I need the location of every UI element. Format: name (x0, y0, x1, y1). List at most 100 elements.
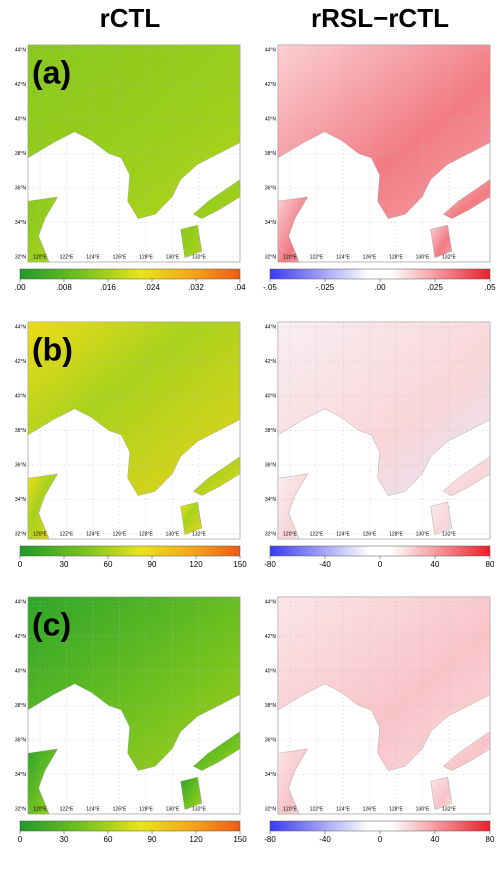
colorbar-label: .016 (100, 283, 116, 292)
lat-label: 42°N (265, 359, 277, 365)
land (193, 456, 241, 496)
land (193, 731, 241, 771)
lat-label: 38°N (15, 703, 27, 709)
colorbar-label: .00 (374, 283, 386, 292)
land (27, 748, 59, 815)
lat-label: 36°N (15, 462, 27, 468)
colorbar-label: .00 (14, 283, 26, 292)
lat-label: 32°N (15, 531, 27, 537)
land (277, 321, 491, 496)
lon-label: 132°E (442, 254, 456, 260)
land (193, 179, 241, 219)
lat-label: 44°N (265, 599, 277, 605)
colorbar-label: .008 (56, 283, 72, 292)
lon-label: 130°E (416, 254, 430, 260)
land (180, 501, 203, 535)
lat-label: 36°N (265, 185, 277, 191)
colorbar-label: 0 (378, 835, 383, 844)
land (443, 731, 491, 771)
lon-label: 122°E (60, 254, 74, 260)
lon-label: 126°E (113, 531, 127, 537)
colorbar-label: 30 (60, 560, 69, 569)
colorbar-label: 90 (148, 560, 157, 569)
land (277, 44, 491, 219)
colorbar-label: .025 (427, 283, 443, 292)
lat-label: 38°N (265, 703, 277, 709)
colorbar-label: 40 (431, 835, 440, 844)
colorbar-label: 60 (104, 560, 113, 569)
land (443, 456, 491, 496)
colorbar-label: -40 (319, 835, 331, 844)
lon-label: 132°E (192, 806, 206, 812)
lon-label: 130°E (416, 531, 430, 537)
colorbar (269, 545, 491, 557)
lon-label: 128°E (389, 806, 403, 812)
land (27, 596, 241, 771)
colorbar-label: -40 (319, 560, 331, 569)
lon-label: 126°E (363, 254, 377, 260)
lon-label: 132°E (192, 254, 206, 260)
lat-label: 42°N (15, 634, 27, 640)
lon-label: 124°E (86, 806, 100, 812)
lat-label: 34°N (15, 220, 27, 226)
lat-label: 36°N (15, 185, 27, 191)
lat-label: 34°N (265, 772, 277, 778)
colorbar-label: 40 (431, 560, 440, 569)
lat-label: 38°N (265, 428, 277, 434)
lat-label: 44°N (265, 324, 277, 330)
lon-label: 124°E (336, 254, 350, 260)
colorbar-label: 30 (60, 835, 69, 844)
land (27, 473, 59, 540)
land (180, 776, 203, 810)
colorbar-label: 80 (486, 835, 495, 844)
land (27, 196, 59, 263)
lat-label: 38°N (15, 151, 27, 157)
lon-label: 128°E (389, 531, 403, 537)
land (277, 748, 309, 815)
land (430, 501, 453, 535)
lon-label: 122°E (310, 806, 324, 812)
lon-label: 132°E (442, 531, 456, 537)
lat-label: 36°N (265, 737, 277, 743)
lat-label: 34°N (265, 220, 277, 226)
lon-label: 130°E (166, 254, 180, 260)
colorbar-label: 90 (148, 835, 157, 844)
land (277, 596, 491, 771)
lon-label: 122°E (310, 254, 324, 260)
lon-label: 128°E (389, 254, 403, 260)
colorbar-label: 0 (18, 835, 23, 844)
colorbar-label: .024 (144, 283, 160, 292)
lon-label: 128°E (139, 531, 153, 537)
colorbar-label: 0 (378, 560, 383, 569)
land (277, 473, 309, 540)
colorbar (19, 545, 241, 557)
lat-label: 32°N (15, 254, 27, 260)
lat-label: 32°N (265, 531, 277, 537)
colorbar (269, 268, 491, 280)
lat-label: 44°N (265, 47, 277, 53)
lon-label: 128°E (139, 254, 153, 260)
lon-label: 124°E (336, 531, 350, 537)
colorbar-label: -80 (264, 560, 276, 569)
colorbar-label: 150 (233, 560, 247, 569)
lon-label: 126°E (363, 531, 377, 537)
lat-label: 42°N (265, 82, 277, 88)
lat-label: 42°N (265, 634, 277, 640)
colorbar-label: 120 (189, 835, 203, 844)
lat-label: 40°N (15, 393, 27, 399)
land (430, 224, 453, 258)
lat-label: 32°N (265, 806, 277, 812)
colorbar-label: .05 (484, 283, 496, 292)
lat-label: 40°N (265, 668, 277, 674)
colorbar (269, 820, 491, 832)
lon-label: 126°E (113, 806, 127, 812)
lat-label: 44°N (15, 47, 27, 53)
lon-label: 130°E (166, 531, 180, 537)
lon-label: 120°E (283, 806, 297, 812)
lon-label: 122°E (60, 806, 74, 812)
colorbar-label: -80 (264, 835, 276, 844)
colorbar-label: -.025 (316, 283, 335, 292)
lat-label: 40°N (265, 116, 277, 122)
lat-label: 32°N (265, 254, 277, 260)
colorbar-label: 80 (486, 560, 495, 569)
